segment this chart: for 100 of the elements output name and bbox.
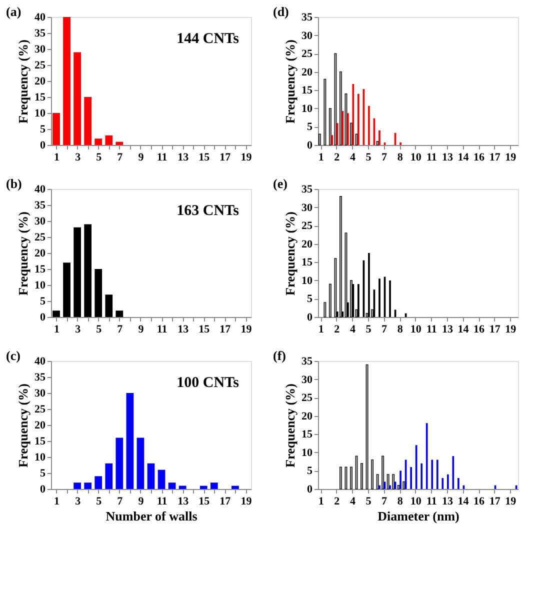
y-tick-label: 5: [40, 296, 46, 308]
x-tick-label: 16: [474, 496, 486, 508]
x-tick-label: 9: [138, 152, 144, 164]
y-tick-label: 35: [302, 12, 313, 24]
x-tick-label: 1: [318, 324, 324, 336]
x-tick-label: 8: [397, 496, 404, 508]
y-tick-label: 5: [40, 468, 46, 480]
x-tick-label: 7: [382, 496, 388, 508]
x-tick-label: 9: [138, 324, 144, 336]
x-tick-label: 19: [505, 324, 517, 336]
y-tick-label: 30: [302, 374, 313, 386]
y-tick-label: 20: [302, 410, 313, 422]
bar: [94, 138, 102, 145]
bar: [84, 97, 92, 145]
chart-title: (e): [273, 176, 288, 191]
y-tick-label: 25: [34, 60, 46, 72]
bar: [178, 486, 186, 489]
y-tick-label: 30: [34, 44, 46, 56]
annotation: 100 CNTs: [176, 375, 240, 391]
x-tick-label: 2: [334, 496, 340, 508]
y-tick-label: 15: [34, 436, 46, 448]
y-tick-label: 35: [34, 28, 46, 40]
y-tick-label: 35: [34, 372, 46, 384]
x-tick-label: 5: [96, 324, 102, 336]
x-tick-label: 17: [489, 152, 501, 164]
y-tick-label: 15: [34, 264, 46, 276]
x-tick-label: 17: [220, 496, 232, 508]
x-tick-label: 1: [318, 152, 324, 164]
bar: [94, 476, 102, 489]
chart-title: (b): [6, 176, 22, 191]
x-tick-label: 10: [410, 496, 422, 508]
x-tick-label: 19: [240, 324, 252, 336]
x-axis-title: Number of walls: [106, 508, 198, 524]
chart-title: (d): [273, 4, 289, 19]
y-tick-label: 0: [40, 312, 46, 324]
x-tick-label: 5: [96, 496, 102, 508]
chart-title: (a): [6, 4, 22, 19]
x-tick-label: 7: [382, 152, 388, 164]
y-tick-label: 10: [34, 280, 46, 292]
x-tick-label: 15: [198, 324, 210, 336]
x-tick-label: 11: [426, 496, 437, 508]
bar: [116, 438, 124, 489]
y-tick-label: 10: [302, 102, 313, 115]
x-tick-label: 13: [178, 152, 190, 164]
y-tick-label: 20: [34, 76, 46, 88]
x-tick-label: 7: [117, 152, 124, 164]
x-tick-label: 5: [366, 324, 372, 336]
x-tick-label: 7: [117, 496, 124, 508]
x-tick-label: 15: [198, 152, 210, 164]
x-tick-label: 2: [334, 152, 340, 164]
x-tick-label: 1: [54, 324, 60, 336]
x-tick-label: 11: [426, 152, 437, 164]
x-tick-label: 14: [458, 324, 470, 336]
x-tick-label: 9: [138, 496, 144, 508]
x-tick-label: 14: [458, 152, 470, 164]
bar: [84, 482, 92, 489]
x-tick-label: 13: [178, 324, 190, 336]
y-tick-label: 30: [302, 202, 313, 214]
x-tick-label: 10: [410, 152, 422, 164]
x-tick-label: 13: [178, 496, 190, 508]
y-tick-label: 5: [40, 124, 46, 136]
bar: [52, 113, 60, 145]
y-axis-title: Frequency (%): [16, 384, 30, 468]
chart-title: (f): [273, 348, 286, 363]
y-axis-title: Frequency (%): [282, 212, 298, 296]
y-axis-title: Frequency (%): [16, 40, 30, 124]
bar: [158, 470, 166, 489]
x-tick-label: 19: [240, 496, 252, 508]
x-tick-label: 17: [220, 324, 232, 336]
bar: [63, 262, 70, 317]
y-tick-label: 0: [307, 312, 313, 324]
x-tick-label: 13: [442, 324, 454, 336]
bar: [52, 310, 60, 317]
y-tick-label: 10: [34, 452, 46, 464]
x-tick-label: 17: [489, 496, 501, 508]
x-tick-label: 8: [397, 152, 404, 164]
y-tick-label: 20: [34, 248, 46, 260]
y-tick-label: 15: [302, 84, 313, 97]
x-axis-title: Diameter (nm): [378, 508, 460, 524]
x-tick-label: 19: [240, 152, 252, 164]
bar: [105, 463, 113, 489]
x-tick-label: 4: [350, 324, 356, 336]
y-tick-label: 5: [307, 293, 313, 306]
x-tick-label: 13: [442, 152, 454, 164]
x-tick-label: 17: [220, 152, 232, 164]
bar: [210, 482, 218, 489]
bar: [74, 52, 81, 145]
bar: [116, 310, 124, 317]
y-tick-label: 0: [307, 484, 313, 496]
chart-title: (c): [6, 348, 20, 363]
bar: [105, 135, 113, 145]
y-tick-label: 20: [302, 66, 313, 78]
y-tick-label: 0: [40, 140, 46, 152]
bar: [232, 486, 239, 489]
x-tick-label: 4: [350, 496, 356, 508]
bar: [126, 393, 134, 489]
y-tick-label: 25: [302, 220, 313, 232]
x-tick-label: 10: [410, 324, 422, 336]
y-tick-label: 35: [302, 356, 313, 368]
x-tick-label: 19: [505, 152, 517, 164]
